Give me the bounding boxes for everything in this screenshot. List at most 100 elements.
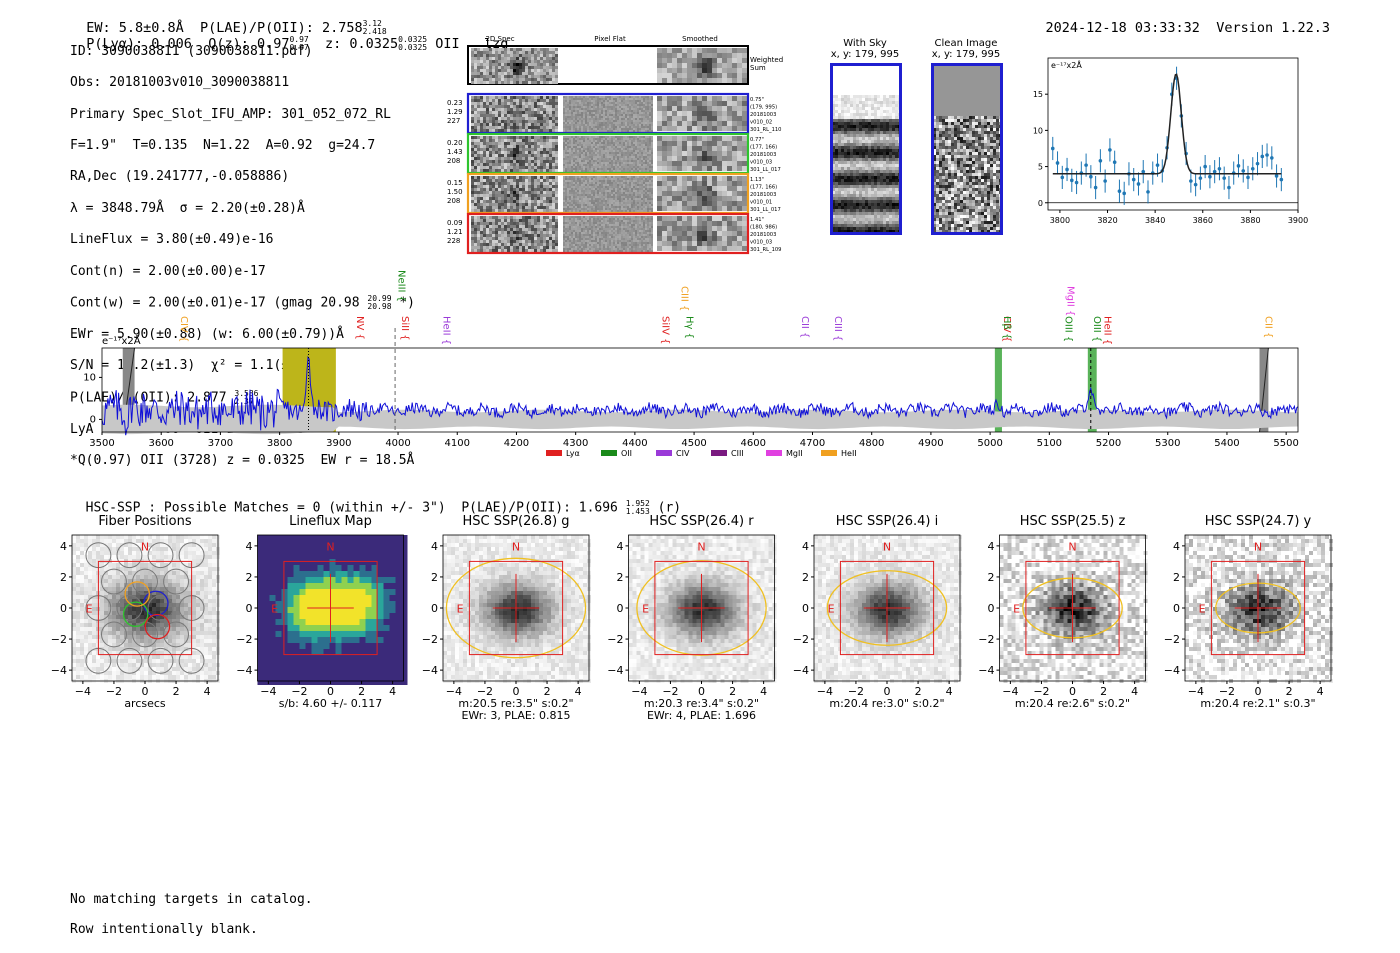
spec2d-pixel xyxy=(627,182,629,184)
spec2d-pixel xyxy=(534,148,537,151)
spec2d-pixel xyxy=(492,111,495,114)
spec2d-pixel xyxy=(609,114,611,116)
spec2d-pixel xyxy=(546,194,549,197)
spec2d-pixel xyxy=(573,206,575,208)
spec2d-pixel xyxy=(528,114,531,117)
spec2d-pixel xyxy=(531,237,534,240)
spec2d-pixel xyxy=(589,150,591,152)
spec2d-pixel xyxy=(619,130,621,132)
spec2d-pixel xyxy=(607,156,609,158)
spec2d-pixel xyxy=(587,116,589,118)
spec2d-pixel xyxy=(627,110,629,112)
spec2d-pixel xyxy=(597,222,599,224)
spec2d-pixel xyxy=(510,117,513,120)
spec2d-pixel xyxy=(611,184,613,186)
spec2d-pixel xyxy=(717,121,722,126)
spec2d-pixel xyxy=(611,166,613,168)
spec2d-pixel xyxy=(587,184,589,186)
spec2d-pixel xyxy=(577,170,579,172)
spec2d-pixel xyxy=(617,142,619,144)
spec2d-pixel xyxy=(717,136,722,141)
spec2d-pixel xyxy=(657,68,662,73)
spec2d-pixel xyxy=(571,114,573,116)
spec2d-pixel xyxy=(593,106,595,108)
row-0-left-0: 0.23 xyxy=(447,99,463,107)
spec2d-pixel xyxy=(537,243,540,246)
spec2d-pixel xyxy=(599,206,601,208)
spec2d-pixel xyxy=(583,160,585,162)
spec2d-pixel xyxy=(540,225,543,228)
spec2d-pixel xyxy=(623,166,625,168)
spec2d-pixel xyxy=(537,176,540,179)
spec2d-pixel xyxy=(513,182,516,185)
spec2d-pixel xyxy=(569,130,571,132)
spec2d-pixel xyxy=(617,110,619,112)
spec2d-pixel xyxy=(591,124,593,126)
spec2d-pixel xyxy=(534,60,537,63)
spec2d-pixel xyxy=(513,203,516,206)
spec2d-pixel xyxy=(519,54,522,57)
spec2d-pixel xyxy=(486,197,489,200)
spec2d-pixel xyxy=(643,126,645,128)
spec2d-pixel xyxy=(617,208,619,210)
spec2d-pixel xyxy=(534,222,537,225)
spec2d-pixel xyxy=(593,166,595,168)
spec2d-pixel xyxy=(522,163,525,166)
spec2d-pixel xyxy=(516,145,519,148)
spec2d-pixel xyxy=(593,136,595,138)
spec2d-pixel xyxy=(575,106,577,108)
spec2d-pixel xyxy=(555,185,558,188)
spec2d-pixel xyxy=(732,206,737,211)
spec2d-pixel xyxy=(637,114,639,116)
spec2d-pixel xyxy=(631,210,633,212)
spec2d-pixel xyxy=(573,140,575,142)
spec2d-pixel xyxy=(639,210,641,212)
spec2d-pixel xyxy=(579,98,581,100)
spec2d-pixel xyxy=(489,216,492,219)
spec2d-pixel xyxy=(504,249,507,252)
spec2d-pixel xyxy=(641,166,643,168)
spec2d-pixel xyxy=(477,197,480,200)
spec2d-pixel xyxy=(607,140,609,142)
spec2d-pixel xyxy=(637,164,639,166)
spec2d-pixel xyxy=(581,138,583,140)
spec2d-pixel xyxy=(486,188,489,191)
spec2d-pixel xyxy=(635,188,637,190)
spec2d-pixel xyxy=(492,237,495,240)
spec2d-pixel xyxy=(629,140,631,142)
spec2d-pixel xyxy=(501,203,504,206)
spec2d-pixel xyxy=(635,200,637,202)
spec2d-pixel xyxy=(581,194,583,196)
spec2d-pixel xyxy=(575,144,577,146)
spec2d-pixel xyxy=(486,96,489,99)
spec2d-pixel xyxy=(631,116,633,118)
spec2d-pixel xyxy=(627,200,629,202)
spec2d-pixel xyxy=(595,144,597,146)
spec2d-pixel xyxy=(603,170,605,172)
spec2d-pixel xyxy=(643,166,645,168)
spec2d-pixel xyxy=(571,196,573,198)
spec2d-pixel xyxy=(573,110,575,112)
spec2d-pixel xyxy=(522,148,525,151)
spec2d-pixel xyxy=(552,237,555,240)
spec2d-pixel xyxy=(577,150,579,152)
spec2d-pixel xyxy=(647,192,649,194)
spec2d-pixel xyxy=(573,128,575,130)
spec2d-pixel xyxy=(662,73,667,78)
spec2d-pixel xyxy=(495,197,498,200)
spec2d-pixel xyxy=(611,114,613,116)
spec2d-pixel xyxy=(605,126,607,128)
spec2d-pixel xyxy=(552,206,555,209)
spec2d-pixel xyxy=(623,100,625,102)
spec2d-pixel xyxy=(581,96,583,98)
spec2d-pixel xyxy=(651,108,653,110)
spec2d-pixel xyxy=(563,150,565,152)
spec2d-pixel xyxy=(577,146,579,148)
spec2d-pixel xyxy=(677,68,682,73)
spec2d-pixel xyxy=(643,108,645,110)
spec2d-pixel xyxy=(629,222,631,224)
spec2d-pixel xyxy=(519,240,522,243)
spec2d-pixel xyxy=(573,104,575,106)
spec2d-pixel xyxy=(528,169,531,172)
spec2d-pixel xyxy=(540,240,543,243)
